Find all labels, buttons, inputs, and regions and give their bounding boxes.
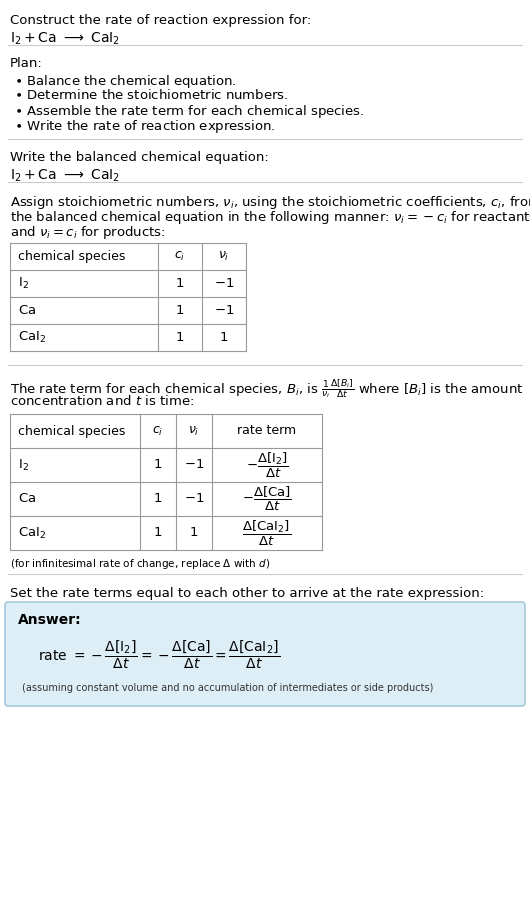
Text: $\nu_i$: $\nu_i$ xyxy=(218,250,229,263)
Text: Set the rate terms equal to each other to arrive at the rate expression:: Set the rate terms equal to each other t… xyxy=(10,587,484,600)
Text: Plan:: Plan: xyxy=(10,57,43,70)
Text: 1: 1 xyxy=(190,527,198,540)
Text: Write the balanced chemical equation:: Write the balanced chemical equation: xyxy=(10,151,269,164)
Text: $\mathrm{CaI_2}$: $\mathrm{CaI_2}$ xyxy=(18,525,46,541)
Text: $-\dfrac{\Delta[\mathrm{Ca}]}{\Delta t}$: $-\dfrac{\Delta[\mathrm{Ca}]}{\Delta t}$ xyxy=(242,485,292,513)
Text: $-1$: $-1$ xyxy=(184,459,204,471)
Text: concentration and $t$ is time:: concentration and $t$ is time: xyxy=(10,394,194,408)
Text: $\mathrm{I_2 + Ca \ \longrightarrow \ CaI_2}$: $\mathrm{I_2 + Ca \ \longrightarrow \ Ca… xyxy=(10,168,120,185)
Text: the balanced chemical equation in the following manner: $\nu_i = -c_i$ for react: the balanced chemical equation in the fo… xyxy=(10,209,530,226)
Text: rate $= -\dfrac{\Delta[\mathrm{I_2}]}{\Delta t} = -\dfrac{\Delta[\mathrm{Ca}]}{\: rate $= -\dfrac{\Delta[\mathrm{I_2}]}{\D… xyxy=(38,639,280,672)
Text: 1: 1 xyxy=(176,331,184,344)
Text: $c_i$: $c_i$ xyxy=(152,424,164,438)
Text: $\mathrm{I_2}$: $\mathrm{I_2}$ xyxy=(18,458,29,472)
Text: $\mathrm{CaI_2}$: $\mathrm{CaI_2}$ xyxy=(18,330,46,345)
Text: $\mathrm{I_2 + Ca \ \longrightarrow \ CaI_2}$: $\mathrm{I_2 + Ca \ \longrightarrow \ Ca… xyxy=(10,31,120,47)
Text: Construct the rate of reaction expression for:: Construct the rate of reaction expressio… xyxy=(10,14,311,27)
Text: Assign stoichiometric numbers, $\nu_i$, using the stoichiometric coefficients, $: Assign stoichiometric numbers, $\nu_i$, … xyxy=(10,194,530,211)
Text: chemical species: chemical species xyxy=(18,424,126,438)
Text: $\bullet$ Assemble the rate term for each chemical species.: $\bullet$ Assemble the rate term for eac… xyxy=(14,103,365,120)
Text: $-\dfrac{\Delta[\mathrm{I_2}]}{\Delta t}$: $-\dfrac{\Delta[\mathrm{I_2}]}{\Delta t}… xyxy=(245,450,288,480)
Text: The rate term for each chemical species, $B_i$, is $\frac{1}{\nu_i}\frac{\Delta[: The rate term for each chemical species,… xyxy=(10,377,524,400)
Text: chemical species: chemical species xyxy=(18,250,126,263)
Text: $\mathrm{Ca}$: $\mathrm{Ca}$ xyxy=(18,492,36,505)
Text: $\nu_i$: $\nu_i$ xyxy=(188,424,200,438)
Text: 1: 1 xyxy=(154,492,162,505)
Text: 1: 1 xyxy=(154,459,162,471)
Text: 1: 1 xyxy=(176,304,184,317)
Text: rate term: rate term xyxy=(237,424,297,438)
Text: $\bullet$ Balance the chemical equation.: $\bullet$ Balance the chemical equation. xyxy=(14,73,236,90)
Text: $c_i$: $c_i$ xyxy=(174,250,186,263)
Text: $\bullet$ Write the rate of reaction expression.: $\bullet$ Write the rate of reaction exp… xyxy=(14,118,276,135)
Text: 1: 1 xyxy=(154,527,162,540)
Text: $\dfrac{\Delta[\mathrm{CaI_2}]}{\Delta t}$: $\dfrac{\Delta[\mathrm{CaI_2}]}{\Delta t… xyxy=(242,519,292,548)
Text: $\mathrm{I_2}$: $\mathrm{I_2}$ xyxy=(18,276,29,291)
Text: 1: 1 xyxy=(176,277,184,290)
FancyBboxPatch shape xyxy=(5,602,525,706)
Text: $-1$: $-1$ xyxy=(214,304,234,317)
Text: $\mathrm{Ca}$: $\mathrm{Ca}$ xyxy=(18,304,36,317)
Text: Answer:: Answer: xyxy=(18,613,82,627)
Text: (assuming constant volume and no accumulation of intermediates or side products): (assuming constant volume and no accumul… xyxy=(22,683,434,693)
Text: $-1$: $-1$ xyxy=(214,277,234,290)
Text: (for infinitesimal rate of change, replace $\Delta$ with $d$): (for infinitesimal rate of change, repla… xyxy=(10,557,270,571)
Text: $-1$: $-1$ xyxy=(184,492,204,505)
Text: and $\nu_i = c_i$ for products:: and $\nu_i = c_i$ for products: xyxy=(10,224,165,241)
Text: 1: 1 xyxy=(220,331,228,344)
Text: $\bullet$ Determine the stoichiometric numbers.: $\bullet$ Determine the stoichiometric n… xyxy=(14,88,288,102)
